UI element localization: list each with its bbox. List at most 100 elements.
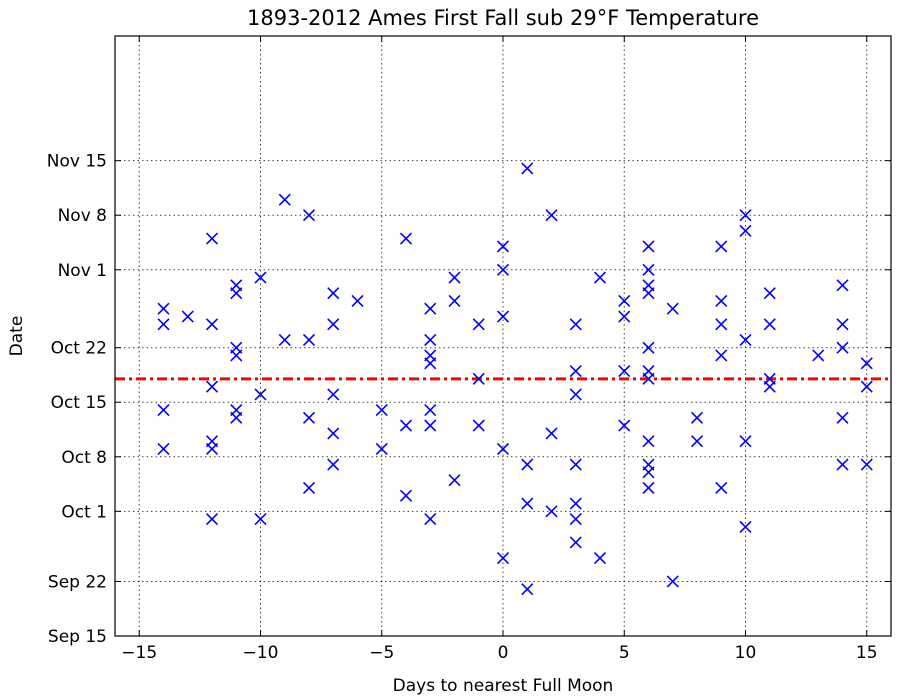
data-point — [545, 427, 558, 440]
data-point — [448, 271, 461, 284]
data-point — [424, 333, 437, 346]
data-point — [375, 442, 388, 456]
data-point — [739, 209, 752, 222]
data-point — [424, 403, 437, 417]
data-point — [569, 513, 582, 526]
data-point — [569, 318, 582, 331]
data-point — [302, 333, 316, 346]
data-point — [278, 193, 291, 206]
data-point — [836, 458, 849, 471]
data-point — [424, 419, 437, 432]
data-point — [618, 419, 631, 432]
y-tick-label: Oct 1 — [61, 502, 107, 522]
data-point — [715, 481, 728, 495]
data-point — [424, 357, 437, 370]
data-point — [472, 419, 485, 432]
data-point — [569, 388, 582, 401]
y-axis-ticks: Sep 15 Sep 22 Oct 1 Oct 8 Oct 15 Oct 22 Nov 1 N… — [47, 152, 891, 647]
data-point — [545, 209, 558, 222]
data-point — [715, 294, 728, 308]
data-point — [496, 442, 510, 456]
data-point — [642, 263, 655, 276]
data-point — [496, 310, 510, 323]
data-point — [157, 302, 170, 315]
data-point — [593, 271, 607, 284]
data-point — [618, 310, 631, 323]
data-point — [569, 536, 582, 549]
data-point — [739, 333, 752, 346]
data-point — [302, 209, 316, 222]
y-tick-label: Nov 1 — [58, 261, 107, 281]
data-point — [690, 411, 704, 424]
data-point — [836, 279, 849, 292]
data-point — [836, 318, 849, 331]
data-point — [327, 388, 340, 401]
data-point — [521, 458, 534, 471]
data-point — [569, 364, 582, 378]
x-tick-label: 5 — [619, 643, 630, 663]
data-point — [690, 435, 704, 448]
data-point — [399, 419, 413, 432]
data-point — [496, 263, 510, 276]
data-point — [642, 341, 655, 354]
data-point — [327, 318, 340, 331]
data-point — [375, 403, 388, 417]
y-tick-label: Oct 22 — [51, 339, 107, 359]
data-point — [424, 513, 437, 526]
data-point — [496, 240, 510, 253]
x-tick-label: −15 — [121, 643, 157, 663]
y-tick-label: Oct 8 — [61, 448, 107, 468]
data-point — [521, 497, 534, 510]
data-point — [181, 310, 194, 323]
data-point — [739, 435, 752, 448]
data-point — [569, 458, 582, 471]
data-point — [157, 318, 170, 331]
x-tick-label: 10 — [735, 643, 757, 663]
data-point — [593, 552, 607, 565]
data-point — [521, 162, 534, 175]
data-point — [666, 302, 679, 315]
x-tick-label: 15 — [856, 643, 878, 663]
x-tick-label: 0 — [498, 643, 509, 663]
data-point — [860, 380, 873, 393]
data-point — [205, 513, 219, 526]
data-point — [642, 287, 655, 300]
y-axis-label: Date — [7, 316, 27, 357]
data-point — [205, 232, 219, 245]
y-tick-label: Oct 15 — [51, 393, 107, 413]
data-point — [739, 520, 752, 533]
x-tick-label: −10 — [243, 643, 279, 663]
data-point — [521, 583, 534, 596]
data-point — [448, 294, 461, 308]
data-point — [715, 349, 728, 362]
data-point — [763, 380, 776, 393]
data-point — [327, 458, 340, 471]
data-point — [157, 403, 170, 417]
data-point — [278, 333, 291, 346]
x-axis-label: Days to nearest Full Moon — [393, 676, 614, 696]
data-point — [763, 287, 776, 300]
data-point — [424, 302, 437, 315]
data-point — [496, 552, 510, 565]
chart-title: 1893-2012 Ames First Fall sub 29°F Tempe… — [247, 6, 759, 30]
data-point — [302, 481, 316, 495]
plot-area-frame — [114, 35, 892, 637]
data-point — [302, 411, 316, 424]
data-point — [618, 364, 631, 378]
data-point — [642, 372, 655, 385]
data-point — [860, 458, 873, 471]
data-point — [666, 575, 679, 588]
y-tick-label: Nov 8 — [58, 206, 107, 226]
data-point — [157, 442, 170, 456]
data-point — [472, 318, 485, 331]
data-point — [205, 380, 219, 393]
data-point — [739, 224, 752, 237]
data-point — [230, 411, 243, 424]
data-point — [399, 489, 413, 502]
data-point — [836, 341, 849, 354]
y-tick-label: Nov 15 — [47, 152, 107, 172]
data-point — [327, 287, 340, 300]
data-point — [715, 318, 728, 331]
data-point — [472, 372, 485, 385]
